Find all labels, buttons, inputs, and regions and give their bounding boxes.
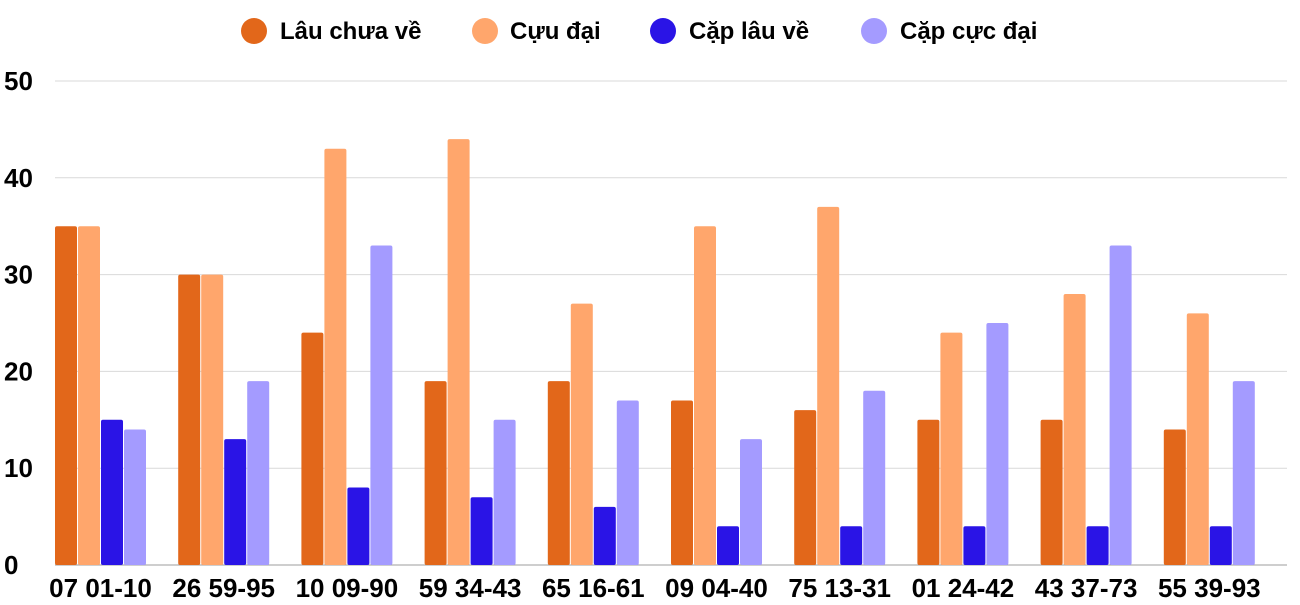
bar-series-1 [1040, 419, 1063, 565]
bar-series-1 [424, 381, 447, 565]
bar-series-3 [840, 526, 863, 565]
bar-series-2 [447, 139, 470, 565]
bar-series-2 [1186, 313, 1209, 565]
bar-series-4 [247, 381, 270, 565]
bar-series-3 [347, 487, 370, 565]
bar-series-1 [1163, 429, 1186, 565]
y-tick-label: 30 [4, 260, 33, 290]
bar-series-3 [593, 506, 616, 565]
bar-series-3 [1209, 526, 1232, 565]
bar-series-3 [963, 526, 986, 565]
bar-group [178, 274, 270, 565]
y-tick-label: 20 [4, 356, 33, 386]
y-tick-label: 10 [4, 453, 33, 483]
bar-group [55, 226, 146, 565]
bar-series-2 [694, 226, 716, 565]
bar-series-2 [324, 148, 347, 565]
bar-group [671, 226, 762, 565]
bar-group [301, 148, 393, 565]
bar-series-2 [940, 332, 963, 565]
bar-series-1 [671, 400, 693, 565]
legend-swatch [472, 18, 498, 44]
y-tick-label: 40 [4, 163, 33, 193]
bar-series-4 [1232, 381, 1255, 565]
bar-series-2 [817, 206, 840, 565]
bar-series-3 [1086, 526, 1109, 565]
bar-series-1 [547, 381, 570, 565]
y-tick-label: 0 [4, 550, 18, 580]
legend-swatch [650, 18, 676, 44]
legend-label: Lâu chưa về [280, 18, 421, 45]
bar-series-1 [55, 226, 77, 565]
legend-item-4: Cặp cực đại [861, 18, 1037, 45]
bar-group [1040, 245, 1132, 565]
bar-series-2 [1063, 293, 1086, 565]
legend-item-3: Cặp lâu về [650, 18, 809, 45]
y-axis-ticks: 0 10 20 30 40 50 [4, 66, 33, 580]
legend-item-2: Cựu đại [472, 18, 601, 45]
x-axis-ticks: 07 01-10 26 59-95 10 09-90 59 34-43 65 16-61… [49, 573, 1261, 603]
bar-group [794, 206, 886, 565]
bar-series-4 [986, 323, 1009, 565]
bar-series-4 [124, 429, 146, 565]
bar-series-4 [370, 245, 393, 565]
legend-item-1: Lâu chưa về [241, 18, 421, 45]
bar-series-2 [78, 226, 100, 565]
x-tick-label: 59 34-43 [419, 573, 522, 600]
bar-series-4 [616, 400, 639, 565]
x-tick-label: 65 16-61 [542, 573, 645, 600]
bar-series-2 [201, 274, 224, 565]
bar-series-4 [1109, 245, 1132, 565]
y-tick-label: 50 [4, 66, 33, 96]
legend: Lâu chưa về Cựu đại Cặp lâu về Cặp cực đại [241, 18, 1037, 45]
legend-swatch [861, 18, 887, 44]
bar-series-1 [794, 410, 817, 565]
legend-swatch [241, 18, 267, 44]
bar-series-3 [717, 526, 739, 565]
x-tick-label: 07 01-10 [49, 573, 152, 600]
bar-series-4 [863, 390, 886, 565]
x-tick-label: 75 13-31 [788, 573, 891, 600]
bar-group [547, 303, 639, 565]
x-tick-label: 55 39-93 [1158, 573, 1261, 600]
bar-series-3 [101, 419, 123, 565]
bar-group [424, 139, 516, 565]
bar-group [1163, 313, 1255, 565]
bar-series-3 [470, 497, 493, 565]
bar-series-3 [224, 439, 247, 565]
bar-series-2 [570, 303, 593, 565]
legend-label: Cặp cực đại [900, 18, 1037, 45]
x-tick-label: 01 24-42 [912, 573, 1015, 600]
legend-label: Cựu đại [510, 18, 601, 45]
x-tick-label: 09 04-40 [665, 573, 768, 600]
bar-group [917, 323, 1009, 565]
bar-series-1 [917, 419, 940, 565]
bar-series-4 [493, 419, 516, 565]
bar-series-4 [740, 439, 762, 565]
bars [55, 139, 1255, 565]
x-tick-label: 43 37-73 [1035, 573, 1138, 600]
legend-label: Cặp lâu về [689, 18, 809, 45]
bar-series-1 [301, 332, 324, 565]
x-tick-label: 10 09-90 [296, 573, 399, 600]
x-tick-label: 26 59-95 [172, 573, 275, 600]
bar-series-1 [178, 274, 201, 565]
